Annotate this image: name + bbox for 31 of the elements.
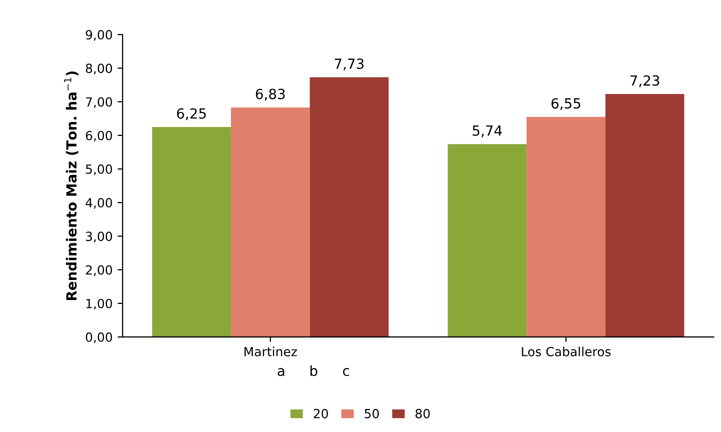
y-tick-label: 0,00 — [86, 332, 112, 344]
y-tick-label: 8,00 — [86, 64, 112, 74]
data-label: 6,83 — [256, 88, 285, 101]
x-tick-label: Martinez — [244, 346, 297, 356]
data-label: 6,25 — [177, 108, 206, 120]
text: b — [310, 365, 318, 376]
bar — [605, 94, 684, 337]
legend-label: 20 — [314, 408, 328, 418]
legend-label: 50 — [364, 408, 379, 418]
bar — [152, 126, 231, 337]
y-tick-label: 7,00 — [86, 97, 112, 108]
y-axis-title: Rendimiento Maiz (Ton. ha$^{−1}$) — [64, 71, 78, 300]
bar — [448, 144, 527, 337]
bar — [310, 77, 389, 337]
bar — [526, 116, 606, 337]
y-tick-label: 3,00 — [86, 232, 112, 242]
text: a — [278, 368, 284, 376]
y-tick-label: 2,00 — [86, 265, 112, 276]
y-tick-label: 6,00 — [86, 130, 112, 142]
data-label: 7,23 — [630, 75, 660, 88]
y-tick-label: 5,00 — [86, 164, 112, 176]
text: c — [343, 368, 350, 376]
y-tick-label: 9,00 — [86, 30, 112, 41]
y-tick-label: 4,00 — [86, 198, 112, 209]
x-tick-label: Los Caballeros — [522, 346, 611, 356]
legend-label: 80 — [416, 408, 430, 418]
data-label: 7,73 — [334, 58, 364, 70]
y-tick-label: 1,00 — [86, 298, 112, 310]
bar — [230, 107, 310, 337]
data-label: 5,74 — [472, 126, 502, 138]
data-label: 6,55 — [551, 98, 580, 110]
